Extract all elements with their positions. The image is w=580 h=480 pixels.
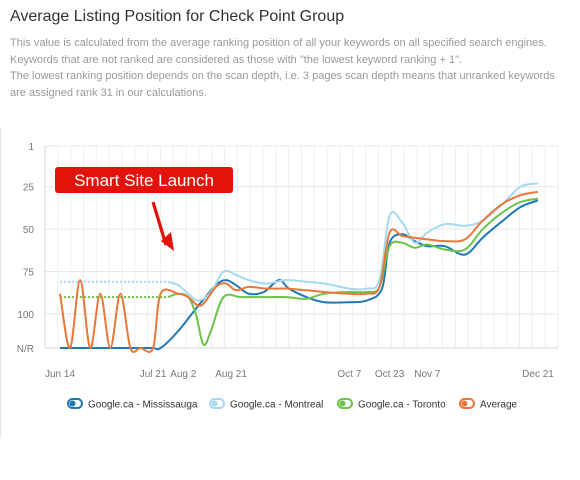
legend-toggle-icon[interactable] xyxy=(209,398,225,409)
legend-toggle-knob xyxy=(69,400,76,407)
y-tick-label: 75 xyxy=(23,268,35,279)
y-tick-label: N/R xyxy=(17,344,34,355)
x-tick-label: Jun 14 xyxy=(45,369,75,380)
description-line: This value is calculated from the averag… xyxy=(10,37,547,49)
x-tick-label: Oct 23 xyxy=(375,369,405,380)
y-tick-label: 1 xyxy=(28,142,34,153)
chart-container: 1 25 50 75 100 N/R Jun 14 Jul 21 Aug 2 Aug 21 Oct … xyxy=(0,128,580,475)
annotation-box xyxy=(55,167,233,193)
legend-item[interactable]: Google.ca - Mississauga xyxy=(67,398,198,411)
legend-label: Google.ca - Toronto xyxy=(358,400,446,411)
legend-label: Google.ca - Montreal xyxy=(230,400,323,411)
x-tick-label: Jul 21 xyxy=(140,369,167,380)
legend-toggle-icon[interactable] xyxy=(67,398,83,409)
line-chart: 1 25 50 75 100 N/R Jun 14 Jul 21 Aug 2 Aug 21 Oct … xyxy=(17,142,559,411)
legend-toggle-icon[interactable] xyxy=(459,398,475,409)
description-line: The lowest ranking position depends on t… xyxy=(10,70,555,82)
legend-label: Average xyxy=(480,400,518,411)
legend-toggle-knob xyxy=(211,400,218,407)
panel-border xyxy=(0,128,1,438)
legend-item[interactable]: Google.ca - Toronto xyxy=(337,398,446,411)
legend-toggle-knob xyxy=(339,400,346,407)
series-line-google-ca-mississauga xyxy=(60,199,539,351)
legend-item[interactable]: Google.ca - Montreal xyxy=(209,398,323,411)
annotation-text: Smart Site Launch xyxy=(74,171,214,190)
series-line-average xyxy=(59,190,539,353)
y-tick-label: 100 xyxy=(17,310,34,321)
x-tick-label: Aug 2 xyxy=(170,369,197,380)
x-tick-label: Dec 21 xyxy=(522,369,554,380)
x-tick-label: Nov 7 xyxy=(414,369,441,380)
series-line-google-ca-toronto xyxy=(167,197,539,347)
annotation-arrow-shaft xyxy=(151,201,168,246)
page-title: Average Listing Position for Check Point… xyxy=(10,8,345,25)
x-tick-label: Aug 21 xyxy=(215,369,247,380)
legend-item[interactable]: Average xyxy=(459,398,518,411)
page-description: This value is calculated from the averag… xyxy=(10,35,570,101)
legend-toggle-knob xyxy=(461,400,468,407)
y-tick-label: 25 xyxy=(23,183,35,194)
description-line: Keywords that are not ranked are conside… xyxy=(10,53,463,66)
description-line: are assigned rank 31 in our calculations… xyxy=(10,86,207,99)
legend-label: Google.ca - Mississauga xyxy=(88,400,198,411)
annotation-arrow-head xyxy=(161,232,174,251)
x-tick-label: Oct 7 xyxy=(337,369,361,380)
y-tick-label: 50 xyxy=(23,225,35,236)
legend-toggle-icon[interactable] xyxy=(337,398,353,409)
